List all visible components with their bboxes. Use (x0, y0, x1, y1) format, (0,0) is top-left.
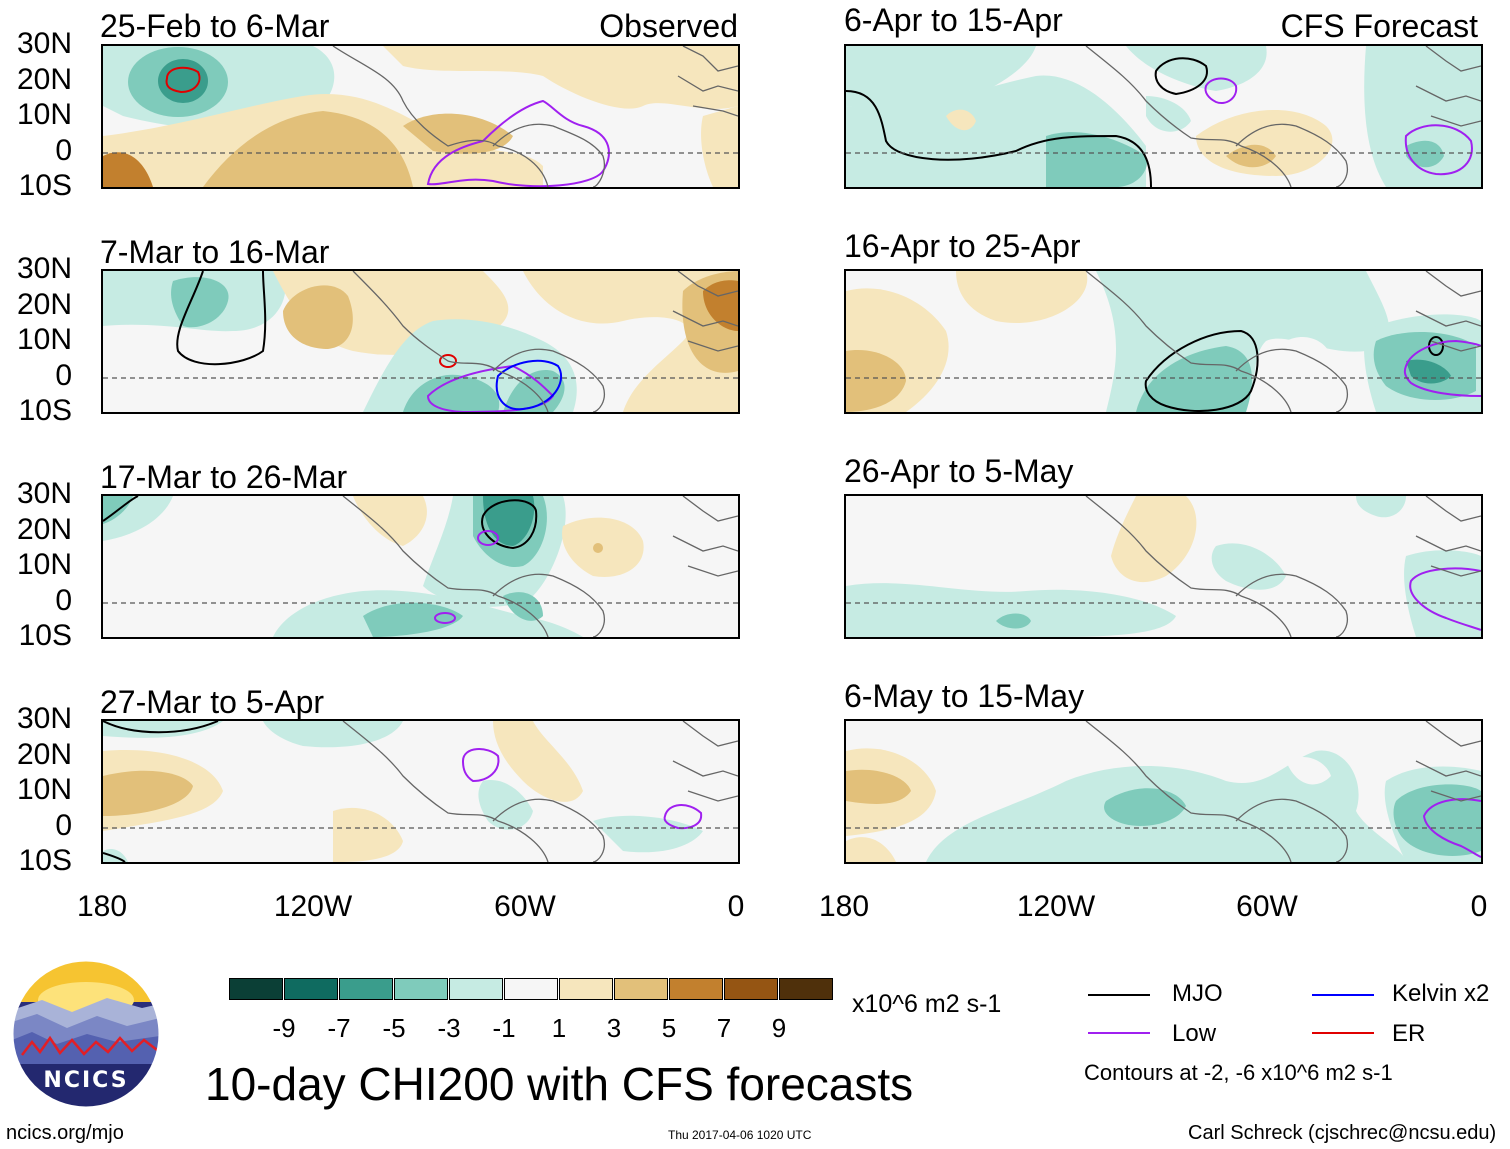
legend-label-kelvin: Kelvin x2 (1392, 980, 1490, 1007)
lon-label: 0 (1470, 890, 1488, 923)
colorbar-swatch (284, 978, 338, 1000)
legend-line-mjo (1088, 994, 1150, 996)
lon-label: 0 (727, 890, 745, 923)
colorbar-units: x10^6 m2 s-1 (852, 990, 1002, 1018)
lat-label: 10N (16, 773, 72, 806)
lat-label: 30N (16, 252, 72, 285)
map-svg (846, 46, 1481, 187)
lat-label: 0 (55, 809, 72, 842)
map-panel-forecast-2 (844, 269, 1483, 414)
colorbar-label: -9 (272, 1013, 296, 1043)
legend-label-low: Low (1172, 1020, 1217, 1047)
panel-title: 16-Apr to 25-Apr (844, 228, 1081, 264)
panel-title: 17-Mar to 26-Mar (100, 459, 348, 495)
colorbar-swatch (669, 978, 723, 1000)
colorbar-swatch (449, 978, 503, 1000)
logo-mountains-icon (12, 960, 160, 1108)
map-svg (846, 271, 1481, 412)
colorbar-swatch (394, 978, 448, 1000)
panel-title: 25-Feb to 6-Mar (100, 8, 330, 44)
lon-label: 120W (273, 890, 353, 923)
lat-label: 10N (16, 98, 72, 131)
panel-title: 6-Apr to 15-Apr (844, 2, 1063, 38)
map-svg (103, 496, 738, 637)
colorbar-swatch (559, 978, 613, 1000)
colorbar-label: -5 (382, 1013, 406, 1043)
lat-label: 20N (16, 738, 72, 771)
legend-label-er: ER (1392, 1020, 1426, 1047)
map-svg (103, 271, 738, 412)
lat-label: 10N (16, 323, 72, 356)
lat-label: 10S (18, 844, 72, 877)
lat-label: 20N (16, 63, 72, 96)
logo-text: NCICS (43, 1068, 129, 1093)
lat-label: 10S (18, 169, 72, 202)
colorbar-swatch (779, 978, 833, 1000)
legend-line-kelvin (1312, 994, 1374, 996)
lat-label: 0 (55, 584, 72, 617)
lat-label: 30N (16, 27, 72, 60)
map-svg (846, 721, 1481, 862)
lat-label: 10S (18, 619, 72, 652)
lat-label: 10N (16, 548, 72, 581)
colorbar-swatch (724, 978, 778, 1000)
colorbar-swatch (614, 978, 668, 1000)
legend-line-er (1312, 1032, 1374, 1034)
map-panel-observed-4 (101, 719, 740, 864)
forecast-label: CFS Forecast (1280, 8, 1478, 44)
legend-label-mjo: MJO (1172, 980, 1223, 1007)
lon-label: 60W (494, 890, 556, 923)
panel-title: 6-May to 15-May (844, 678, 1085, 714)
lon-label: 60W (1236, 890, 1298, 923)
lat-label: 0 (55, 359, 72, 392)
contour-note: Contours at -2, -6 x10^6 m2 s-1 (1084, 1060, 1393, 1085)
colorbar-label: -1 (492, 1013, 516, 1043)
panel-title: 7-Mar to 16-Mar (100, 234, 330, 270)
lat-label: 20N (16, 513, 72, 546)
footer-url[interactable]: ncics.org/mjo (6, 1122, 124, 1144)
colorbar-label: 1 (551, 1013, 567, 1043)
lat-label: 0 (55, 134, 72, 167)
colorbar-label: -7 (327, 1013, 351, 1043)
lat-label: 10S (18, 394, 72, 427)
footer-author: Carl Schreck (cjschrec@ncsu.edu) (1188, 1122, 1497, 1144)
figure-title: 10-day CHI200 with CFS forecasts (205, 1058, 914, 1110)
colorbar-label: 3 (606, 1013, 622, 1043)
observed-label: Observed (599, 8, 738, 44)
panel-title: 27-Mar to 5-Apr (100, 684, 325, 720)
lat-label: 30N (16, 477, 72, 510)
lon-label: 180 (818, 890, 870, 923)
map-panel-observed-3 (101, 494, 740, 639)
map-svg (103, 721, 738, 862)
map-panel-forecast-4 (844, 719, 1483, 864)
colorbar-swatch (339, 978, 393, 1000)
map-panel-forecast-1 (844, 44, 1483, 189)
map-svg (846, 496, 1481, 637)
legend-line-low (1088, 1032, 1150, 1034)
lat-label: 20N (16, 288, 72, 321)
map-panel-observed-1 (101, 44, 740, 189)
colorbar-label: 5 (661, 1013, 677, 1043)
lat-label: 30N (16, 702, 72, 735)
footer-timestamp: Thu 2017-04-06 1020 UTC (668, 1128, 812, 1142)
map-svg (103, 46, 738, 187)
lon-label: 120W (1016, 890, 1096, 923)
colorbar-swatch (229, 978, 283, 1000)
map-panel-observed-2 (101, 269, 740, 414)
colorbar-label: 7 (716, 1013, 732, 1043)
colorbar-swatch (504, 978, 558, 1000)
colorbar-label: -3 (437, 1013, 461, 1043)
lon-label: 180 (76, 890, 128, 923)
colorbar-label: 9 (771, 1013, 787, 1043)
map-panel-forecast-3 (844, 494, 1483, 639)
panel-title: 26-Apr to 5-May (844, 453, 1074, 489)
ncics-logo: NCICS (12, 960, 160, 1108)
